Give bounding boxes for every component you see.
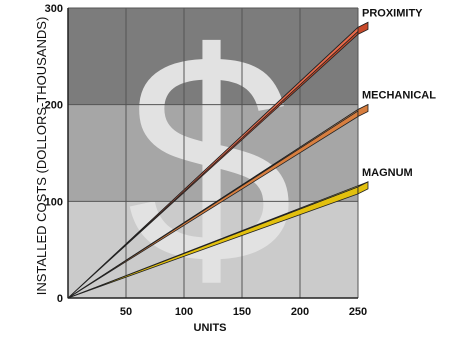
y-tick-labels: 0 100 200 300: [45, 3, 63, 305]
band-100-200: [68, 104, 358, 202]
x-tick-label: 150: [233, 306, 251, 318]
x-tick-label: 250: [349, 306, 367, 318]
series-label: MAGNUM: [362, 167, 413, 179]
series-magnum: MAGNUM: [67, 167, 413, 299]
y-tick-label: 200: [45, 100, 63, 112]
x-tick-labels: 50 100 150 200 250: [120, 306, 367, 318]
x-tick-label: 50: [120, 306, 132, 318]
y-tick-label: 0: [57, 293, 63, 305]
x-tick-label: 100: [175, 306, 193, 318]
y-axis-title: INSTALLED COSTS (DOLLORS-THOUSANDS): [34, 17, 49, 296]
series-end-cap: [357, 181, 369, 195]
dollar-sign-watermark: $: [127, 0, 294, 326]
y-tick-label: 100: [45, 196, 63, 208]
series-label: MECHANICAL: [362, 90, 436, 102]
series-label: PROXIMITY: [362, 7, 423, 19]
x-axis-title: UNITS: [194, 322, 227, 334]
series-proximity: PROXIMITY: [67, 7, 423, 299]
series-group: PROXIMITY MECHANICAL MAGNUM: [67, 7, 436, 299]
series-mechanical: MECHANICAL: [67, 90, 436, 299]
background-bands: [68, 8, 358, 298]
y-tick-label: 300: [45, 3, 63, 15]
band-200-300: [68, 8, 358, 105]
x-tick-label: 200: [291, 306, 309, 318]
band-0-100: [68, 201, 358, 298]
series-end-cap: [357, 103, 369, 118]
series-end-cap: [357, 21, 369, 35]
